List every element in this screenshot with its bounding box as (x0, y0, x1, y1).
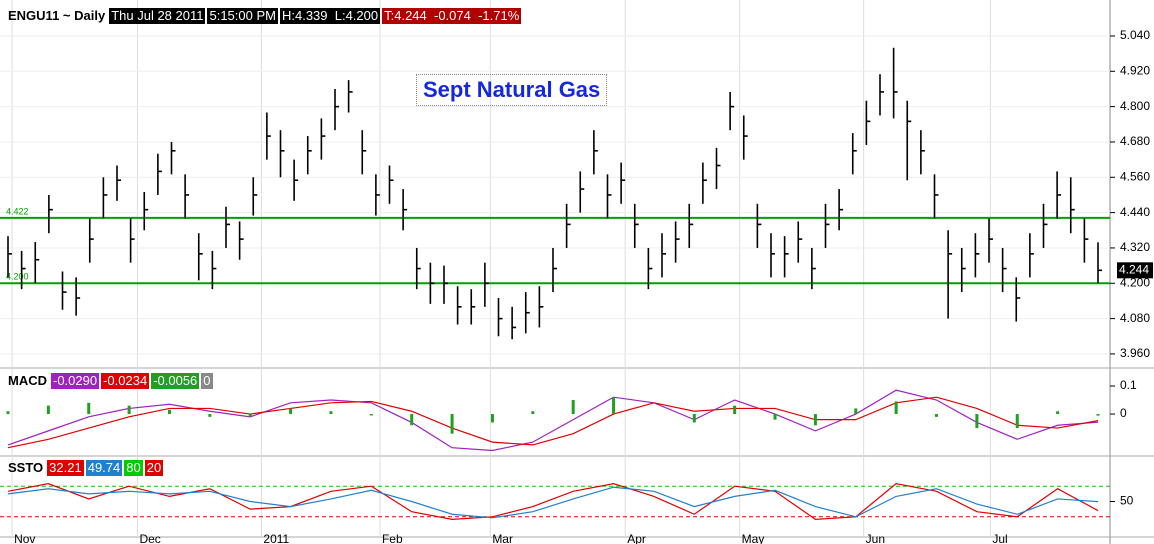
histogram-bar (410, 414, 414, 426)
y-tick-label: 4.080 (1120, 311, 1150, 325)
histogram-bar (289, 408, 293, 415)
header-high-low: H:4.339 L:4.200 (279, 8, 381, 24)
x-tick-label: Nov (14, 532, 35, 544)
histogram-bar (975, 414, 979, 429)
histogram-bar (773, 414, 777, 420)
header-last: T:4.244 -0.074 -1.71% (382, 8, 522, 24)
x-tick-label: Jul (992, 532, 1007, 544)
x-tick-label: Feb (382, 532, 403, 544)
indicator-line (7, 486, 1099, 519)
macd-title: MACD (8, 373, 47, 388)
x-tick-label: Apr (627, 532, 646, 544)
header-date: Thu Jul 28 2011 (109, 8, 206, 24)
histogram-bar (854, 408, 858, 415)
histogram-bar (813, 414, 817, 426)
y-tick-label: 4.440 (1120, 205, 1150, 219)
ssto-legend: SSTO 32.21 49.74 80 20 (8, 460, 164, 476)
histogram-bar (6, 411, 10, 415)
legend-tail: 0 (201, 373, 213, 389)
level-label: 4.422 (6, 206, 29, 216)
histogram-bar (329, 411, 333, 415)
histogram-bar (490, 414, 494, 423)
legend-value: -0.0290 (51, 373, 100, 389)
histogram-bar (1096, 414, 1100, 416)
histogram-bar (248, 414, 252, 417)
histogram-bar (369, 414, 373, 416)
legend-value: -0.0056 (151, 373, 200, 389)
y-tick-label: 4.680 (1120, 134, 1150, 148)
last-price-tag (1117, 262, 1153, 279)
y-tick-label: 3.960 (1120, 346, 1150, 360)
legend-value: -0.0234 (101, 373, 150, 389)
header: ENGU11 ~ Daily Thu Jul 28 2011 5:15:00 P… (8, 8, 522, 24)
histogram-bar (87, 402, 91, 415)
y-tick-label: 4.200 (1120, 275, 1150, 289)
symbol: ENGU11 ~ Daily (8, 8, 106, 23)
y-tick-label: 0 (1120, 406, 1127, 420)
last-price-label: 4.244 (1119, 262, 1149, 276)
ssto-title: SSTO (8, 460, 44, 475)
x-tick-label: May (742, 532, 765, 544)
indicator-line (7, 396, 1099, 449)
histogram-bar (208, 414, 212, 417)
macd-legend: MACD -0.0290 -0.0234 -0.0056 0 (8, 373, 213, 389)
histogram-bar (450, 414, 454, 434)
histogram-bar (127, 405, 131, 415)
histogram-bar (46, 405, 50, 415)
histogram-bar (167, 409, 171, 415)
histogram-bar (894, 401, 898, 415)
histogram-bar (531, 411, 535, 415)
histogram-bar (733, 405, 737, 415)
header-time: 5:15:00 PM (207, 8, 278, 24)
annotation: Sept Natural Gas (416, 74, 608, 106)
legend-level: 80 (124, 460, 143, 476)
legend-value: 32.21 (47, 460, 84, 476)
y-tick-label: 5.040 (1120, 28, 1150, 42)
level-label: 4.200 (6, 272, 29, 282)
x-tick-label: Jun (866, 532, 885, 544)
y-tick-label: 4.800 (1120, 99, 1150, 113)
histogram-bar (571, 400, 575, 415)
histogram-bar (692, 414, 696, 423)
x-tick-label: 2011 (263, 532, 289, 544)
legend-level: 20 (144, 460, 164, 476)
y-tick-label: 0.1 (1120, 378, 1137, 392)
x-tick-label: Dec (139, 532, 160, 544)
indicator-line (7, 389, 1099, 452)
y-tick-label: 4.560 (1120, 169, 1150, 183)
x-tick-label: Mar (492, 532, 513, 544)
histogram-bar (1015, 414, 1019, 429)
histogram-bar (935, 414, 939, 417)
histogram-bar (1056, 411, 1060, 415)
histogram-bar (612, 397, 616, 415)
y-tick-label: 4.920 (1120, 63, 1150, 77)
y-tick-label: 4.320 (1120, 240, 1150, 254)
legend-value: 49.74 (85, 460, 123, 476)
y-tick-label: 50 (1120, 494, 1134, 508)
